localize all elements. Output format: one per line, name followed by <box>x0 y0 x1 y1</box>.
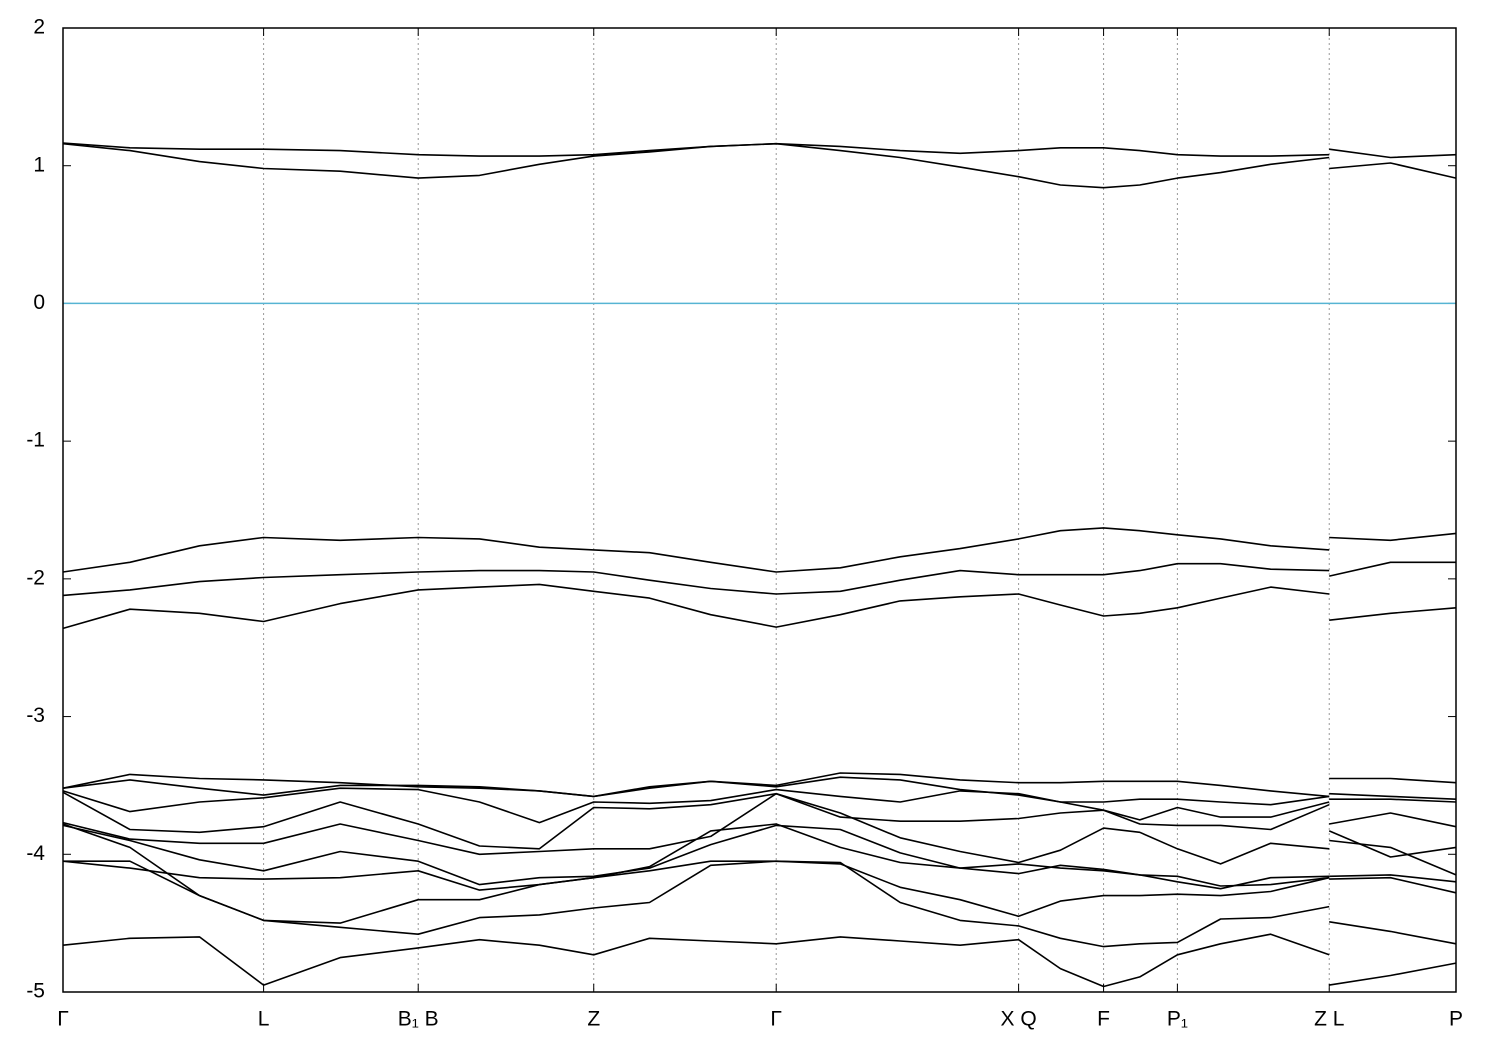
x-tick-label: L <box>258 1008 270 1031</box>
band-line <box>62 787 1457 824</box>
band-line <box>62 527 1457 573</box>
plot-frame <box>62 27 1457 993</box>
band-line <box>62 823 1457 891</box>
x-tick-label: F <box>1097 1008 1110 1031</box>
band-line <box>62 772 1457 798</box>
y-tick-label: 2 <box>33 16 45 39</box>
y-tick-label: -3 <box>26 704 45 727</box>
x-tick-label: B₁ B <box>398 1008 439 1031</box>
band-line <box>62 583 1457 630</box>
x-tick-label: Z L <box>1314 1008 1344 1031</box>
band-line <box>62 776 1457 806</box>
x-tick-label: Γ <box>57 1008 69 1031</box>
band-line <box>63 860 1457 948</box>
x-tick-label: X Q <box>1001 1008 1037 1031</box>
y-tick-label: -2 <box>26 566 45 589</box>
band-line <box>62 933 1457 988</box>
y-tick-label: -1 <box>26 429 45 452</box>
y-tick-label: -4 <box>26 842 45 865</box>
y-tick-label: 1 <box>33 153 45 176</box>
band-line <box>62 792 1457 876</box>
x-tick-label: Γ <box>770 1008 782 1031</box>
band-line <box>62 142 1457 189</box>
x-tick-label: P₁ <box>1167 1008 1188 1031</box>
band-line <box>62 824 1457 890</box>
band-line <box>62 791 1457 850</box>
band-line <box>62 823 1457 924</box>
x-tick-label: Z <box>587 1008 600 1031</box>
y-tick-label: -5 <box>26 980 45 1003</box>
y-tick-label: 0 <box>33 291 45 314</box>
x-tick-label: P <box>1449 1008 1463 1031</box>
band-line <box>62 561 1456 597</box>
